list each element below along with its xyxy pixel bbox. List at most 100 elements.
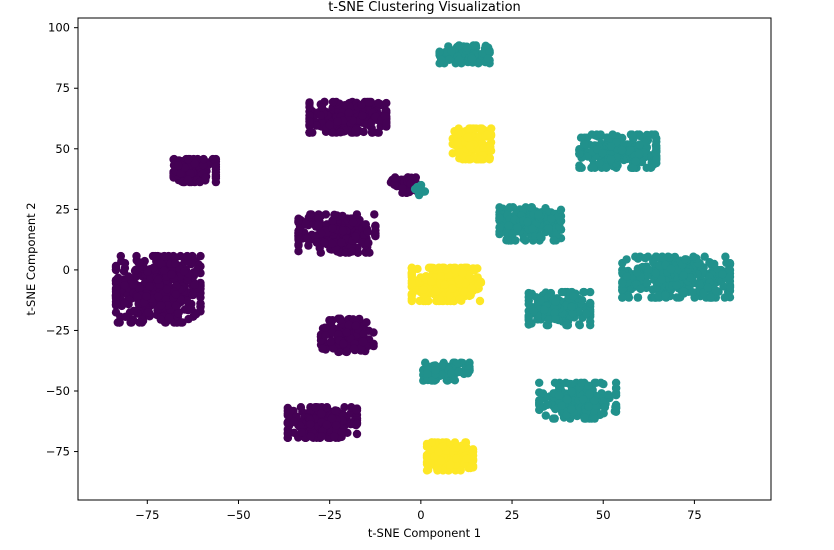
data-point [124, 272, 133, 281]
data-point [466, 290, 475, 300]
data-point [567, 405, 576, 414]
data-point [617, 145, 627, 155]
data-point [666, 264, 676, 274]
data-point [651, 252, 661, 261]
data-point [436, 272, 445, 281]
data-point [466, 124, 475, 133]
data-point [637, 157, 647, 167]
data-point [117, 257, 126, 266]
data-point [600, 403, 610, 412]
data-point [467, 54, 477, 63]
data-point [314, 214, 323, 223]
data-point [370, 210, 379, 219]
data-point [424, 263, 434, 272]
x-tick-label: 25 [505, 508, 520, 522]
plot-frame [77, 17, 772, 501]
data-point [407, 268, 416, 277]
x-tick-label: −25 [318, 508, 342, 522]
data-point [435, 47, 444, 56]
data-point [297, 428, 306, 437]
y-tick-label: 75 [55, 81, 70, 95]
data-point [578, 395, 588, 404]
data-point [344, 108, 354, 117]
data-point [599, 379, 608, 389]
data-point [349, 344, 359, 353]
data-point [145, 282, 155, 291]
data-point [351, 125, 361, 135]
data-point [680, 255, 690, 264]
data-point [113, 273, 123, 282]
data-point [524, 292, 533, 302]
data-point [584, 381, 593, 390]
data-point [447, 46, 456, 56]
data-point [179, 267, 189, 276]
data-point [111, 284, 121, 293]
data-point [495, 203, 504, 212]
data-point [295, 421, 305, 431]
data-point [160, 251, 169, 261]
data-point [608, 130, 617, 139]
data-point [725, 272, 735, 282]
data-point [618, 293, 627, 302]
data-point [604, 390, 613, 399]
data-point [580, 413, 589, 422]
data-point [132, 251, 141, 261]
data-point [340, 403, 349, 412]
data-point [111, 308, 121, 317]
data-point [700, 252, 709, 261]
x-axis-ticks: −75 −50 −25 0 25 50 75 [135, 500, 702, 522]
data-point [311, 403, 320, 412]
data-point [624, 293, 634, 302]
data-point [331, 406, 340, 415]
data-point [563, 395, 572, 404]
data-points [111, 41, 735, 475]
data-point [196, 307, 205, 316]
data-point [320, 238, 329, 247]
data-point [622, 272, 632, 281]
data-point [635, 140, 644, 149]
data-point [575, 149, 584, 158]
data-point [322, 403, 332, 412]
data-point [454, 275, 464, 285]
data-point [585, 389, 594, 399]
data-point [390, 173, 400, 183]
data-point [371, 231, 380, 240]
series-1-points [410, 41, 735, 423]
data-point [524, 313, 533, 322]
data-point [334, 330, 343, 339]
data-point [521, 236, 530, 245]
data-point [304, 241, 313, 250]
data-point [540, 305, 549, 314]
data-point [328, 128, 337, 137]
data-point [719, 282, 728, 291]
data-point [162, 285, 172, 294]
data-point [326, 337, 335, 346]
data-point [454, 129, 463, 138]
data-point [361, 220, 370, 229]
data-point [199, 154, 208, 164]
data-point [576, 133, 586, 142]
data-point [424, 296, 433, 306]
data-point [543, 400, 552, 409]
data-point [504, 236, 513, 245]
data-point [551, 314, 560, 324]
data-point [184, 314, 193, 324]
data-point [483, 54, 493, 63]
data-point [338, 226, 348, 236]
data-point [374, 128, 383, 137]
y-tick-label: 25 [55, 202, 70, 216]
data-point [199, 160, 208, 170]
data-point [326, 318, 335, 327]
data-point [289, 417, 299, 427]
data-point [135, 258, 144, 267]
data-point [211, 162, 221, 172]
y-tick-label: −75 [46, 445, 70, 459]
data-point [312, 121, 321, 130]
data-point [513, 223, 522, 233]
data-point [450, 376, 460, 385]
data-point [454, 41, 464, 50]
data-point [508, 229, 517, 238]
data-point [342, 347, 352, 357]
data-point [153, 292, 163, 301]
data-point [380, 112, 390, 121]
